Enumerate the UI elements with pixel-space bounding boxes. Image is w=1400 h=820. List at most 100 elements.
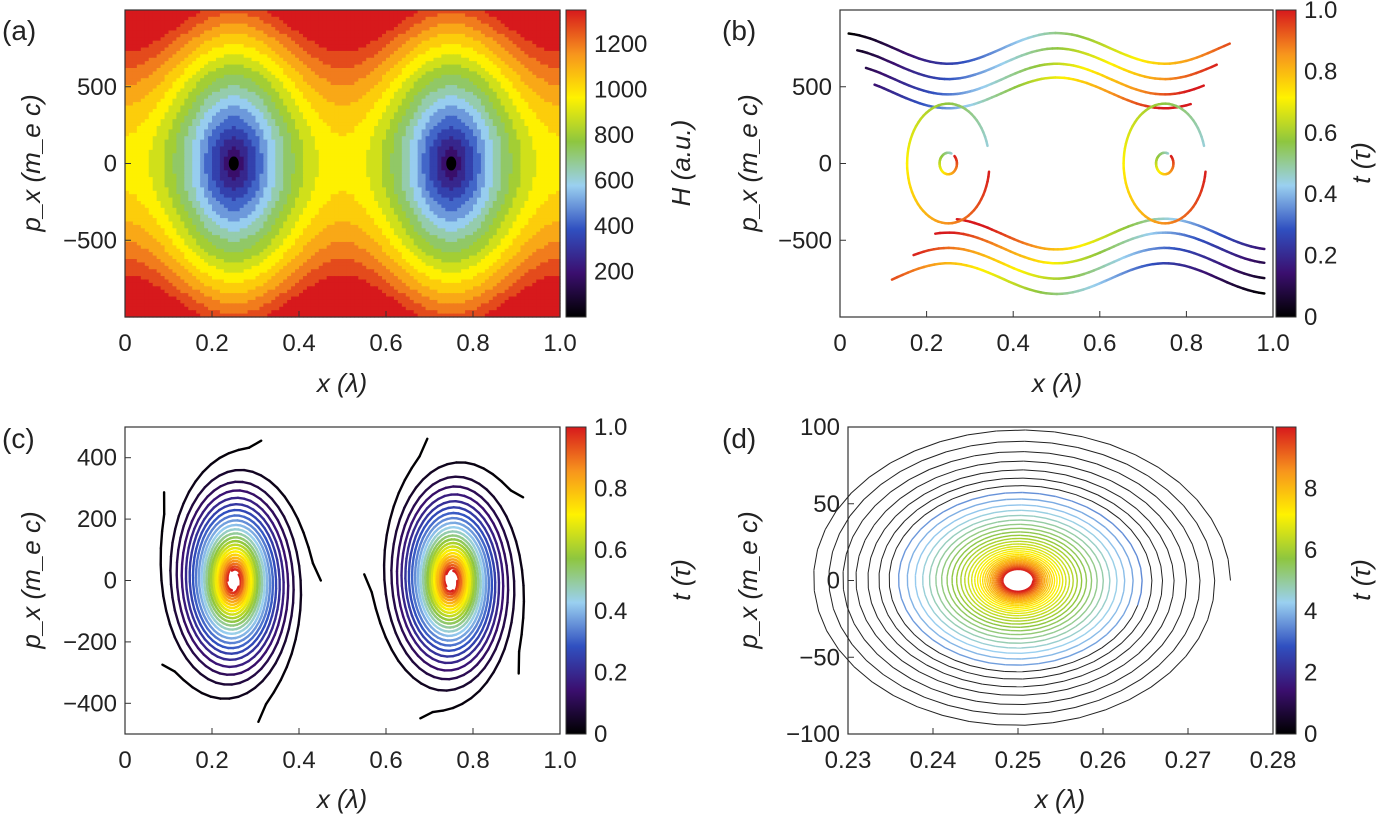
heatmap-cell [192,61,197,66]
heatmap-cell [405,10,411,15]
heatmap-cell [346,156,351,161]
heatmap-cell [433,54,438,59]
heatmap-cell [180,81,185,86]
heatmap-cell [362,40,367,45]
heatmap-cell [492,54,498,59]
heatmap-cell [196,16,201,21]
heatmap-cell [524,37,529,42]
heatmap-cell [172,67,177,72]
heatmap-cell [148,78,154,83]
heatmap-cell [227,16,233,21]
heatmap-cell [453,122,458,127]
heatmap-cell [461,105,466,110]
heatmap-cell [500,78,506,83]
heatmap-cell [346,37,351,42]
heatmap-cell [239,98,245,103]
heatmap-cell [184,30,189,35]
heatmap-cell [429,143,435,148]
heatmap-cell [247,44,253,49]
heatmap-cell [318,102,324,107]
heatmap-cell [152,13,158,18]
heatmap-cell [338,54,344,59]
heatmap-cell [168,125,174,130]
heatmap-cell [540,33,545,38]
heatmap-cell [295,163,300,168]
heatmap-cell [223,44,229,49]
heatmap-cell [204,139,209,144]
heatmap-cell [409,129,415,134]
heatmap-cell [231,40,237,45]
heatmap-cell [437,108,442,113]
heatmap-cell [516,136,522,141]
heatmap-cell [433,160,438,165]
heatmap-cell [528,119,533,124]
heatmap-cell [512,27,518,32]
heatmap-cell [235,61,241,66]
heatmap-cell [168,57,174,62]
heatmap-cell [172,10,177,15]
heatmap-cell [342,98,348,103]
heatmap-cell [140,78,146,83]
heatmap-cell [378,105,383,110]
heatmap-cell [393,119,399,124]
heatmap-cell [480,50,486,55]
heatmap-cell [152,71,158,76]
heatmap-cell [496,44,502,49]
heatmap-cell [148,23,154,28]
heatmap-cell [318,98,324,103]
heatmap-cell [370,115,375,120]
heatmap-cell [552,108,557,113]
heatmap-cell [227,146,233,151]
heatmap-cell [168,119,174,124]
heatmap-cell [556,115,561,120]
heatmap-cell [536,74,541,79]
heatmap-cell [484,129,490,134]
heatmap-cell [445,20,450,25]
heatmap-cell [496,156,502,161]
heatmap-cell [306,27,312,32]
heatmap-cell [338,115,344,120]
heatmap-cell [204,16,209,21]
heatmap-cell [152,153,158,158]
heatmap-cell [401,105,407,110]
heatmap-cell [263,102,268,107]
heatmap-cell [354,115,359,120]
heatmap-cell [299,61,304,66]
heatmap-cell [473,37,478,42]
heatmap-cell [453,78,458,83]
heatmap-cell [243,105,249,110]
heatmap-cell [393,98,399,103]
heatmap-cell [279,23,284,28]
heatmap-cell [231,119,237,124]
heatmap-cell [461,102,466,107]
heatmap-cell [544,105,549,110]
heatmap-cell [362,47,367,52]
heatmap-cell [279,105,284,110]
heatmap-cell [401,122,407,127]
heatmap-cell [231,64,237,69]
heatmap-cell [401,85,407,90]
heatmap-cell [342,95,348,100]
heatmap-cell [536,67,541,72]
heatmap-cell [473,149,478,154]
heatmap-cell [200,33,205,38]
heatmap-cell [227,71,233,76]
heatmap-cell [425,44,431,49]
heatmap-cell [223,50,229,55]
heatmap-cell [310,129,316,134]
heatmap-cell [401,30,407,35]
heatmap-cell [208,13,213,18]
heatmap-cell [413,102,419,107]
heatmap-cell [271,98,276,103]
heatmap-cell [152,91,158,96]
heatmap-cell [500,27,506,32]
heatmap-cell [453,129,458,134]
heatmap-cell [223,160,229,165]
heatmap-cell [421,125,427,130]
heatmap-cell [528,33,533,38]
heatmap-cell [322,23,328,28]
heatmap-cell [212,37,217,42]
heatmap-cell [302,146,308,151]
heatmap-cell [540,115,545,120]
heatmap-cell [212,40,217,45]
